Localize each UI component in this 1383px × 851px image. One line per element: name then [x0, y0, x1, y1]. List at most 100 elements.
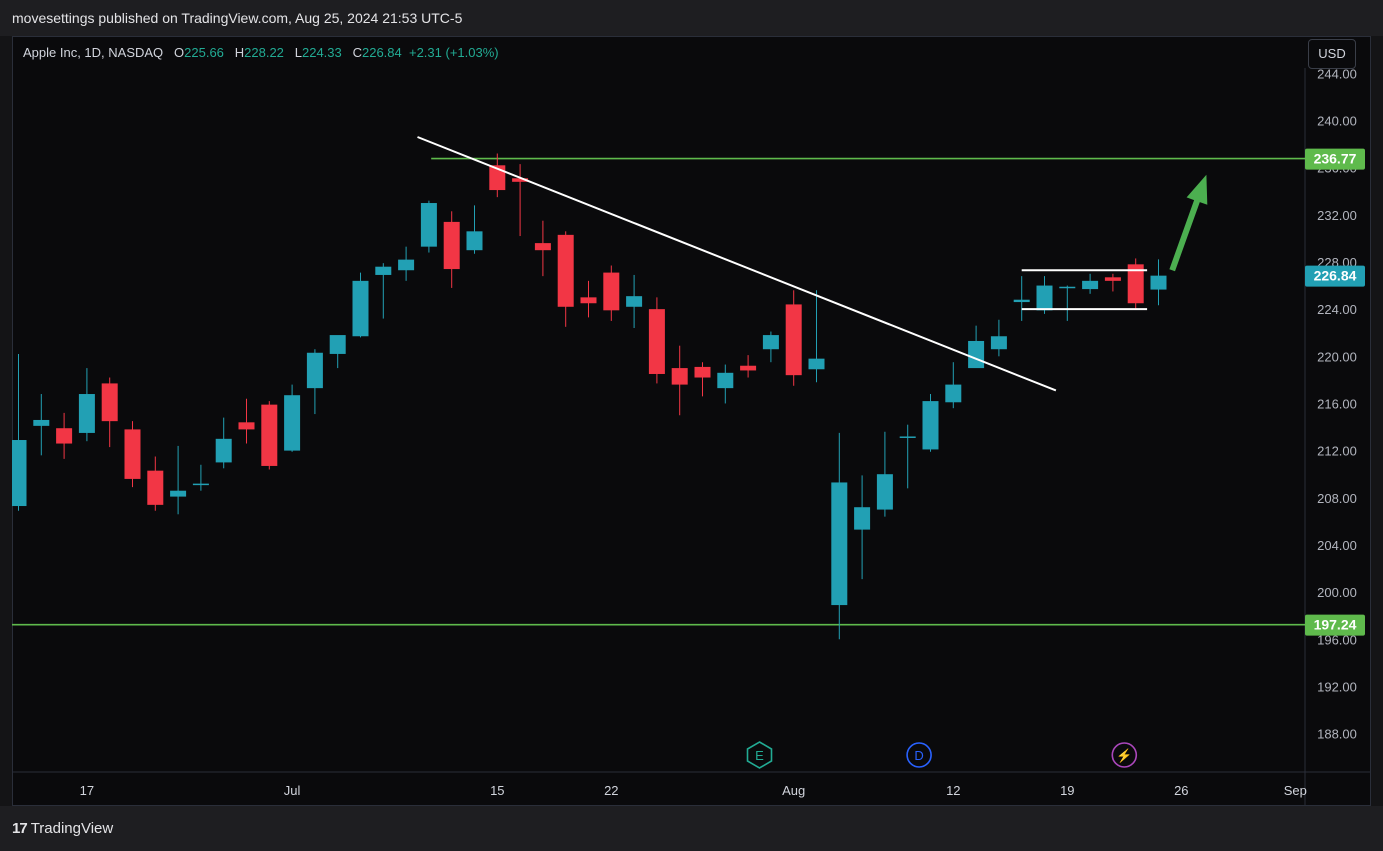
candle[interactable] [922, 394, 939, 452]
footer: 17 TradingView [0, 806, 1383, 851]
candle-body [785, 304, 802, 376]
trendline[interactable] [417, 136, 1057, 392]
candle[interactable] [443, 211, 460, 288]
x-tick-label: 19 [1060, 783, 1074, 798]
earnings-icon[interactable]: E [746, 741, 773, 769]
candle[interactable] [876, 431, 893, 517]
candle-body [968, 340, 985, 369]
candle-body [694, 366, 711, 378]
candle[interactable] [101, 377, 118, 448]
candle-body [78, 394, 95, 433]
candle[interactable] [603, 265, 620, 321]
candle[interactable] [990, 319, 1007, 357]
candle-body [876, 474, 893, 510]
candle[interactable] [557, 231, 574, 327]
candle-body [899, 436, 916, 438]
candle-body [1150, 275, 1167, 290]
candle[interactable] [1059, 285, 1076, 321]
y-tick-label: 188.00 [1317, 727, 1357, 742]
candle[interactable] [1150, 259, 1167, 306]
candle-body [33, 419, 50, 426]
candle-body [284, 395, 301, 451]
candle-body [101, 383, 118, 422]
dividend-icon[interactable]: D [906, 742, 932, 768]
candle[interactable] [1127, 258, 1144, 310]
last-price-label-bg [1305, 265, 1365, 287]
candle[interactable] [626, 274, 643, 329]
x-tick-label: 26 [1174, 783, 1188, 798]
candle[interactable] [352, 272, 369, 338]
candle[interactable] [694, 362, 711, 397]
x-tick-label: Aug [782, 783, 805, 798]
candle[interactable] [375, 263, 392, 319]
currency-button[interactable]: USD [1308, 39, 1356, 69]
candle[interactable] [78, 368, 95, 442]
change-value: +2.31 (+1.03%) [408, 45, 499, 60]
candle[interactable] [808, 290, 825, 383]
candle[interactable] [170, 445, 187, 515]
candle[interactable] [512, 164, 529, 237]
split-icon[interactable]: ⚡ [1111, 742, 1138, 768]
candle[interactable] [945, 362, 962, 409]
tradingview-logo[interactable]: 17 TradingView [12, 820, 113, 837]
candle-body [12, 440, 27, 507]
candle[interactable] [147, 456, 164, 511]
candle[interactable] [261, 401, 278, 470]
chart-frame [12, 36, 1371, 806]
candle-body [443, 221, 460, 270]
candle[interactable] [762, 331, 779, 363]
candle[interactable] [831, 432, 848, 640]
candle-body [1082, 280, 1099, 290]
candle-body [215, 438, 232, 463]
candle[interactable] [717, 364, 734, 404]
candle[interactable] [899, 424, 916, 489]
candle[interactable] [33, 394, 50, 456]
candle[interactable] [489, 153, 506, 198]
candle-body [671, 368, 688, 385]
candle[interactable] [785, 290, 802, 386]
candle[interactable] [284, 384, 301, 452]
y-tick-label: 196.00 [1317, 632, 1357, 647]
candle-body [306, 352, 323, 389]
candle[interactable] [854, 475, 871, 580]
candle[interactable] [329, 335, 346, 369]
candle[interactable] [648, 297, 665, 384]
y-tick-label: 240.00 [1317, 114, 1357, 129]
candle[interactable] [215, 417, 232, 469]
candle[interactable] [124, 421, 141, 488]
candle[interactable] [466, 205, 483, 254]
high-label: H [234, 45, 245, 60]
y-tick-label: 204.00 [1317, 538, 1357, 553]
candle[interactable] [11, 353, 27, 511]
candle-body [56, 428, 73, 444]
candle[interactable] [580, 280, 597, 318]
x-tick-label: 15 [490, 783, 504, 798]
x-tick-label: Jul [284, 783, 301, 798]
candle-body [329, 335, 346, 354]
candle-body [489, 165, 506, 191]
candle[interactable] [1104, 273, 1121, 292]
candle-body [124, 429, 141, 479]
candle[interactable] [56, 412, 73, 459]
candle[interactable] [534, 220, 551, 277]
x-tick-label: 22 [604, 783, 618, 798]
candle-body [626, 296, 643, 307]
candle-body [238, 422, 255, 430]
candle[interactable] [740, 355, 757, 378]
candle[interactable] [1036, 276, 1053, 314]
candle[interactable] [306, 349, 323, 415]
y-tick-label: 224.00 [1317, 302, 1357, 317]
up-arrow[interactable] [1169, 174, 1208, 272]
candle[interactable] [238, 398, 255, 444]
candle[interactable] [398, 246, 415, 281]
candle[interactable] [1013, 276, 1030, 321]
candle[interactable] [1082, 273, 1099, 294]
candle[interactable] [192, 464, 209, 491]
brand-name: TradingView [30, 820, 114, 837]
y-tick-label: 232.00 [1317, 208, 1357, 223]
candle[interactable] [671, 345, 688, 416]
low-value: 224.33 [301, 45, 342, 60]
level-price-label-bg [1305, 614, 1365, 636]
candle[interactable] [420, 200, 437, 253]
